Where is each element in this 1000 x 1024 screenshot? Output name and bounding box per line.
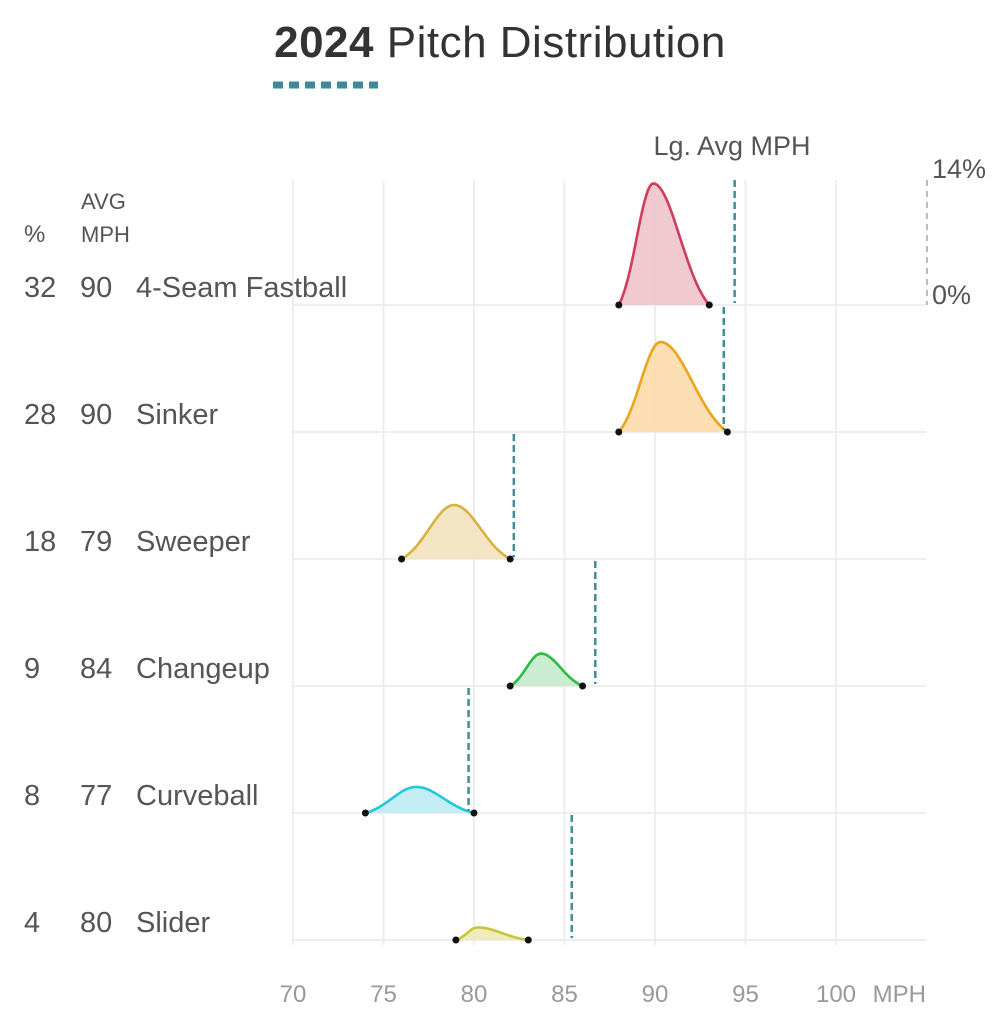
density-line-5 xyxy=(455,926,529,942)
x-tick-label: 80 xyxy=(461,981,488,1008)
pitch-name: Sinker xyxy=(136,399,219,431)
pitch-avg-mph: 77 xyxy=(80,780,112,812)
density-area-0 xyxy=(618,183,710,305)
density-line-3 xyxy=(509,652,584,688)
range-max-point xyxy=(723,428,731,436)
pitch-name: Curveball xyxy=(136,780,259,812)
density-area-4 xyxy=(365,786,474,813)
x-tick-label: 90 xyxy=(642,981,669,1008)
pitch-avg-mph: 79 xyxy=(80,526,112,558)
pitch-name: Changeup xyxy=(136,653,270,685)
density-scale: 14% 0% xyxy=(926,154,986,310)
league-average-lines xyxy=(467,180,736,938)
pitch-name: Slider xyxy=(136,907,210,939)
pitch-name: 4-Seam Fastball xyxy=(136,272,347,304)
pitch-avg-mph: 90 xyxy=(80,272,112,304)
pitch-name: Sweeper xyxy=(136,526,251,558)
range-min-point xyxy=(615,301,623,309)
pitch-pct: 9 xyxy=(24,653,40,685)
x-tick-label: 85 xyxy=(551,981,578,1008)
density-area-1 xyxy=(618,342,728,432)
x-axis-unit: MPH xyxy=(873,981,926,1008)
lg-avg-mph-label: Lg. Avg MPH xyxy=(653,131,810,161)
range-min-point xyxy=(361,809,369,817)
x-tick-label: 95 xyxy=(732,981,759,1008)
grid xyxy=(292,180,926,945)
density-curves xyxy=(361,182,731,944)
density-scale-max: 14% xyxy=(932,154,986,184)
title-year: 2024 xyxy=(274,18,374,67)
pct-header: % xyxy=(24,221,45,248)
row-labels: % AVG MPH Lg. Avg MPH 32 90 4-Seam Fastbal… xyxy=(24,131,811,939)
pitch-avg-mph: 84 xyxy=(80,653,112,685)
density-line-2 xyxy=(400,503,511,561)
x-tick-label: 75 xyxy=(370,981,397,1008)
density-area-3 xyxy=(510,653,583,686)
range-max-point xyxy=(506,555,514,563)
avg-mph-header-line2: MPH xyxy=(81,222,130,247)
pitch-avg-mph: 90 xyxy=(80,399,112,431)
x-tick-label: 70 xyxy=(280,981,307,1008)
pitch-avg-mph: 80 xyxy=(80,907,112,939)
pitch-pct: 8 xyxy=(24,780,40,812)
x-tick-label: 100 xyxy=(816,981,856,1008)
chart-title: 2024 Pitch Distribution xyxy=(0,18,1000,68)
pitch-pct: 4 xyxy=(24,907,40,939)
avg-mph-header-line1: AVG xyxy=(81,189,126,214)
title-text: Pitch Distribution xyxy=(386,18,726,67)
density-line-4 xyxy=(365,785,475,815)
range-min-point xyxy=(452,936,460,944)
pitch-pct: 18 xyxy=(24,526,56,558)
density-line-0 xyxy=(617,182,711,306)
range-max-point xyxy=(470,809,478,817)
range-min-point xyxy=(615,428,623,436)
density-line-1 xyxy=(617,340,729,434)
x-axis: 70 75 80 85 90 95 100 MPH xyxy=(280,981,926,1008)
pitch-pct: 28 xyxy=(24,399,56,431)
density-area-2 xyxy=(401,505,511,559)
range-max-point xyxy=(524,936,532,944)
range-max-point xyxy=(705,301,713,309)
range-min-point xyxy=(506,682,514,690)
range-min-point xyxy=(398,555,406,563)
density-scale-min: 0% xyxy=(932,280,971,310)
pitch-pct: 32 xyxy=(24,272,56,304)
range-max-point xyxy=(579,682,587,690)
